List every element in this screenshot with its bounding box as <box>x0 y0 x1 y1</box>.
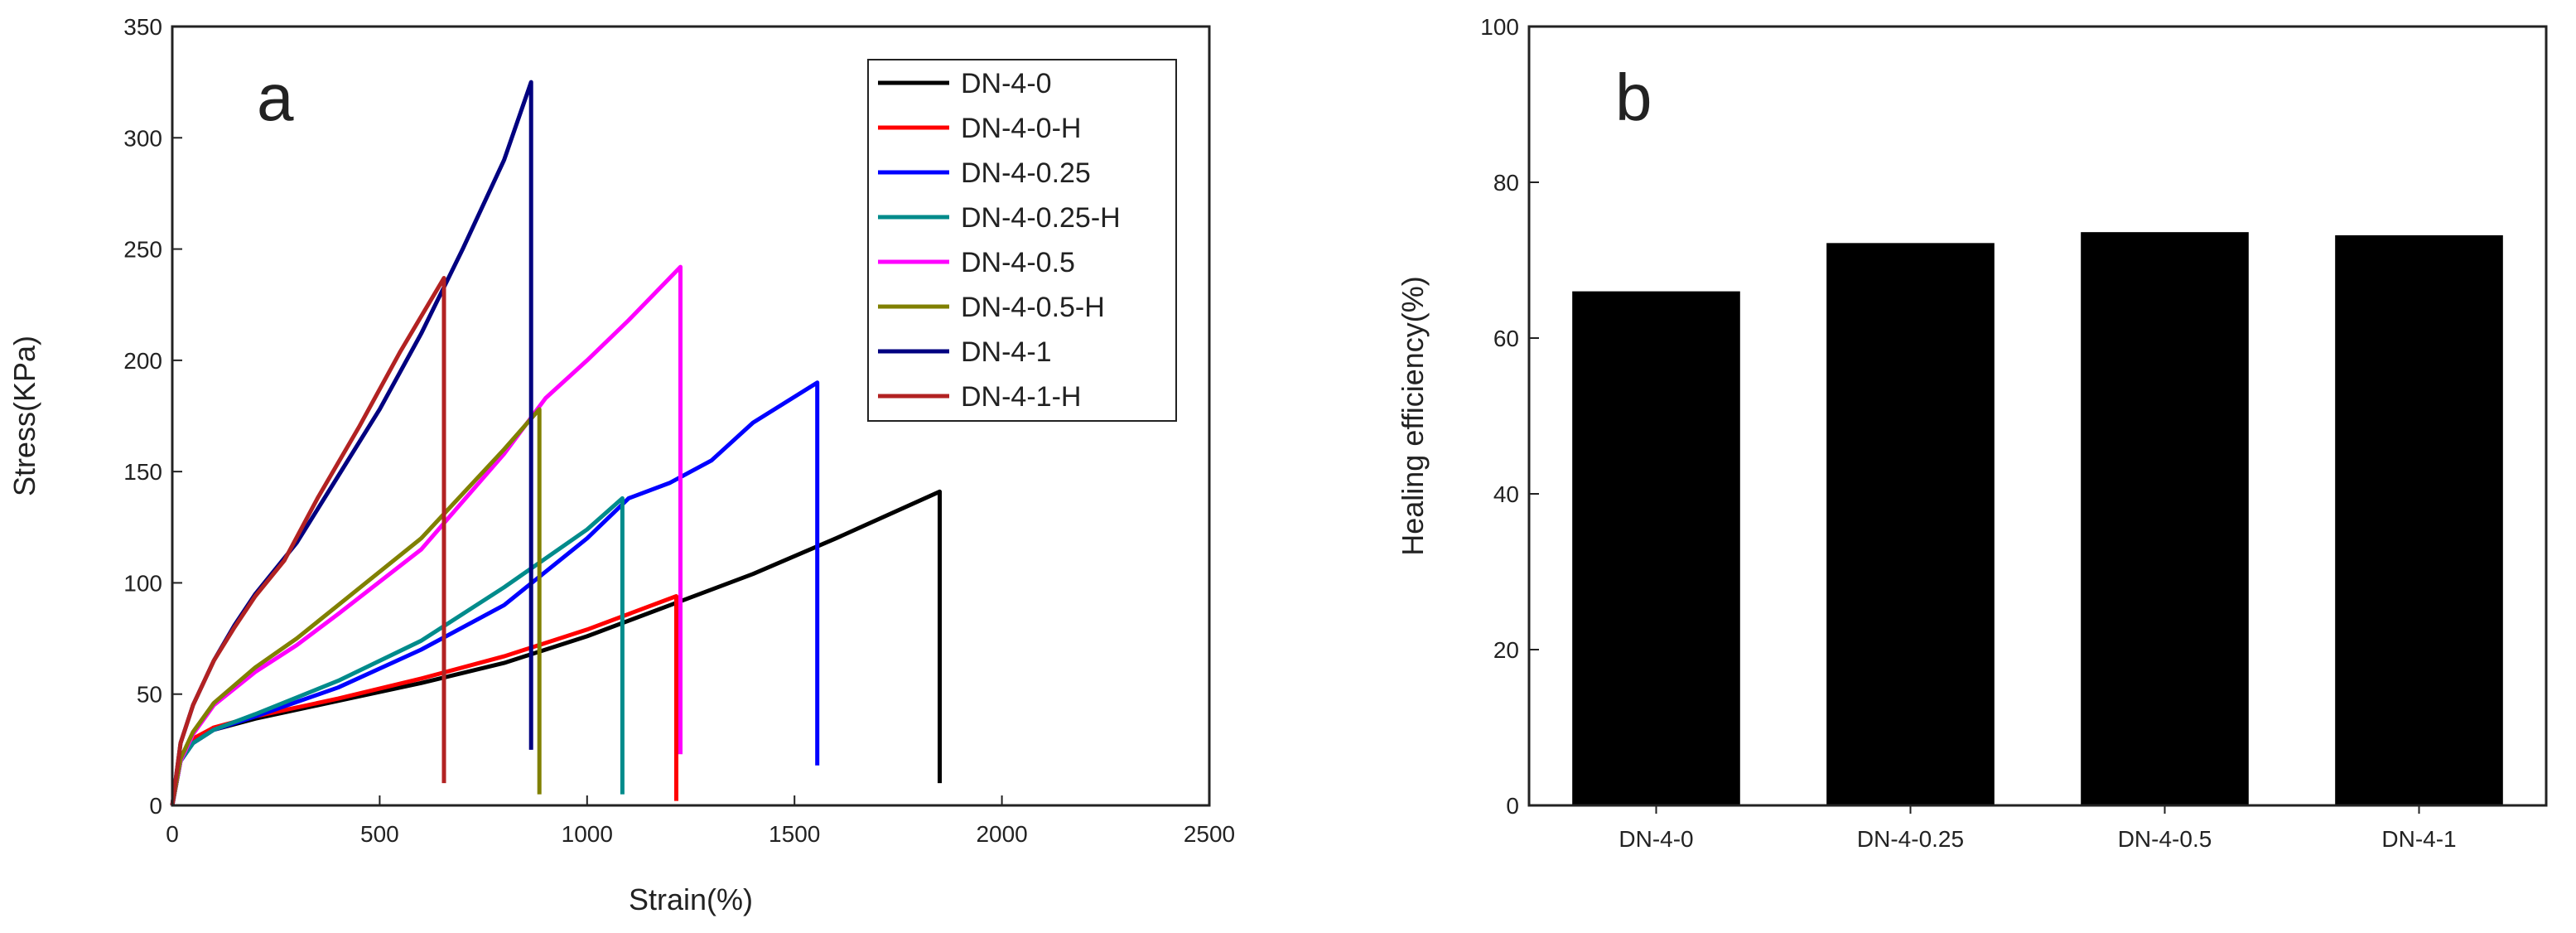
legend-label: DN-4-0.5-H <box>961 292 1105 323</box>
panel-a-y-tick-label: 50 <box>137 682 162 708</box>
panel-b-x-tick-label: DN-4-1 <box>2381 826 2456 852</box>
bar-DN-4-0.5 <box>2081 232 2249 805</box>
panel-a-y-tick-label: 300 <box>123 125 162 151</box>
panel-a-letter: a <box>257 60 294 134</box>
panel-a-x-tick-label: 0 <box>166 821 179 847</box>
series-line-DN-4-0.5-H <box>170 407 542 806</box>
panel-a-y-tick-label: 250 <box>123 237 162 263</box>
legend-label: DN-4-0 <box>961 68 1052 99</box>
legend-item-DN-4-0.5: DN-4-0.5 <box>878 247 1075 278</box>
panel-a-y-tick-label: 150 <box>123 459 162 485</box>
panel-a-legend: DN-4-0 DN-4-0-H DN-4-0.25 DN-4-0.25-H DN-4-0… <box>867 59 1177 422</box>
panel-a-x-tick-label: 2000 <box>976 821 1027 847</box>
panel-a-x-tick-label: 2500 <box>1184 821 1235 847</box>
legend-item-DN-4-0.25-H: DN-4-0.25-H <box>878 202 1121 234</box>
legend-item-DN-4-0.25: DN-4-0.25 <box>878 157 1091 189</box>
legend-label: DN-4-0.25 <box>961 157 1091 189</box>
panel-b-plot-frame <box>1527 25 2548 807</box>
panel-b-y-tick-label: 60 <box>1493 326 1519 351</box>
panel-b-x-tick-label: DN-4-0.25 <box>1857 826 1964 852</box>
panel-a-y-tick-label: 200 <box>123 348 162 374</box>
panel-a-x-tick-label: 1000 <box>562 821 613 847</box>
panel-a-y-axis-title: Stress(KPa) <box>7 336 41 496</box>
series-line-DN-4-0.5 <box>170 264 683 806</box>
panel-b-letter: b <box>1615 60 1652 134</box>
panel-a-series-group <box>170 80 942 806</box>
panel-b-y-tick-label: 0 <box>1506 793 1519 819</box>
bar-DN-4-1 <box>2335 234 2503 805</box>
panel-b-bars-group <box>1572 232 2503 806</box>
panel-a-y-tick-label: 100 <box>123 570 162 596</box>
panel-a-x-tick-label: 500 <box>360 821 399 847</box>
legend-item-DN-4-0.5-H: DN-4-0.5-H <box>878 292 1105 323</box>
series-line-DN-4-1-H <box>170 276 446 806</box>
series-line-DN-4-0 <box>170 489 942 806</box>
panel-b-bar-chart: 0 20 40 60 80 100 DN-4-0 DN-4-0.25 DN-4-0.5 DN-4-… <box>1396 14 2548 852</box>
panel-b-y-tick-label: 40 <box>1493 481 1519 507</box>
panel-a-plot-frame <box>171 25 1211 807</box>
series-line-DN-4-0.25-H <box>170 496 625 806</box>
legend-label: DN-4-1-H <box>961 381 1081 413</box>
panel-b-y-axis-title: Healing efficiency(%) <box>1396 276 1430 555</box>
panel-b-y-tick-label: 20 <box>1493 637 1519 663</box>
panel-b-ticks: 0 20 40 60 80 100 DN-4-0 DN-4-0.25 DN-4-0.5 DN-4-… <box>1480 14 2456 852</box>
panel-a-legend-box <box>867 59 1177 422</box>
bar-DN-4-0 <box>1572 291 1740 806</box>
bar-DN-4-0.25 <box>1826 243 1995 805</box>
panel-b-y-tick-label: 80 <box>1493 170 1519 196</box>
legend-item-DN-4-0-H: DN-4-0-H <box>878 113 1081 144</box>
panel-a-y-tick-label: 350 <box>123 14 162 40</box>
series-line-DN-4-0-H <box>170 594 678 806</box>
legend-item-DN-4-0: DN-4-0 <box>878 68 1052 99</box>
panel-b-x-tick-label: DN-4-0.5 <box>2118 826 2212 852</box>
legend-label: DN-4-0.25-H <box>961 202 1121 234</box>
legend-item-DN-4-1-H: DN-4-1-H <box>878 381 1081 413</box>
panel-b-x-tick-label: DN-4-0 <box>1618 826 1693 852</box>
panel-a-x-tick-label: 1500 <box>769 821 820 847</box>
legend-label: DN-4-1 <box>961 336 1052 368</box>
panel-a-y-tick-label: 0 <box>149 793 162 819</box>
panel-a-line-chart: 0 500 1000 1500 2000 2500 0 50 100 150 200 250 300 35… <box>7 14 1235 916</box>
legend-label: DN-4-0.5 <box>961 247 1075 278</box>
panel-a-x-axis-title: Strain(%) <box>629 882 753 916</box>
panel-b-y-tick-label: 100 <box>1480 14 1519 40</box>
legend-item-DN-4-1: DN-4-1 <box>878 336 1052 368</box>
legend-label: DN-4-0-H <box>961 113 1081 144</box>
